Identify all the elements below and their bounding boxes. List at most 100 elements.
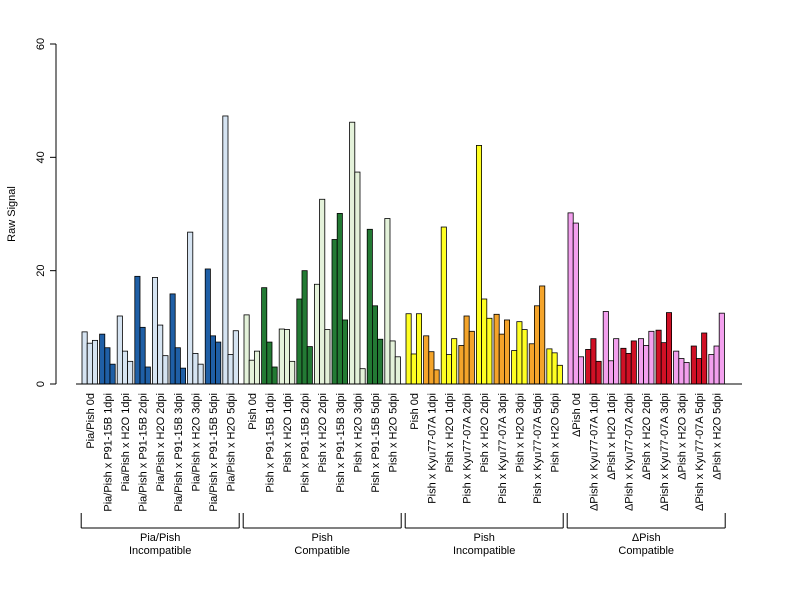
bar [253, 350, 260, 385]
category-label: ΔPish x H2O 1dpi [606, 393, 618, 480]
bar [187, 231, 194, 385]
category-label: Pish x H2O 2dpi [479, 393, 491, 472]
bar [638, 338, 645, 385]
bar [602, 311, 609, 385]
bar [463, 315, 470, 385]
bar [359, 368, 366, 385]
category-label: ΔPish 0d [571, 393, 583, 437]
bar [209, 335, 216, 385]
bar [92, 339, 99, 385]
group-sublabel: Compatible [294, 545, 350, 557]
category-label: Pish x Kyu77-07A 5dpi [532, 393, 544, 504]
bar [81, 331, 88, 385]
bar [271, 366, 278, 385]
category-label: ΔPish x H2O 2dpi [641, 393, 653, 480]
group-label: Pish [473, 532, 494, 544]
bar [493, 313, 500, 385]
bar [625, 352, 632, 385]
bar [690, 345, 697, 385]
category-label: Pish x H2O 1dpi [282, 393, 294, 472]
category-label: Pia/Pish x H2O 2dpi [155, 393, 167, 491]
category-label: Pish x H2O 5dpi [388, 393, 400, 472]
bar [613, 338, 620, 385]
bar [109, 363, 116, 385]
bar [278, 328, 285, 385]
bar [104, 347, 111, 385]
category-label: ΔPish x H2O 3dpi [676, 393, 688, 480]
bar [516, 321, 523, 385]
category-label: Pish x P91-15B 1dpi [264, 393, 276, 493]
category-label: Pish 0d [409, 393, 421, 430]
y-tick-label: 20 [35, 265, 47, 277]
bar [620, 347, 627, 385]
bar [139, 326, 146, 385]
bar [324, 329, 331, 385]
category-label: Pish x Kyu77-07A 3dpi [497, 393, 509, 504]
bar [331, 239, 338, 385]
bar [261, 287, 268, 385]
category-label: Pish 0d [247, 393, 259, 430]
bar [534, 305, 541, 385]
y-axis-title: Raw Signal [6, 186, 18, 242]
bar [319, 198, 326, 385]
bar [648, 330, 655, 385]
bar [660, 342, 667, 385]
group-label: Pia/Pish [140, 532, 180, 544]
category-label: Pia/Pish 0d [85, 393, 97, 449]
category-label: Pish x P91-15B 2dpi [300, 393, 312, 493]
bar [458, 345, 465, 385]
bar [349, 121, 356, 385]
bar [475, 145, 482, 385]
group-label: Pish [311, 532, 332, 544]
category-label: Pia/Pish x P91-15B 2dpi [138, 393, 150, 512]
bar [313, 283, 320, 385]
bar [445, 354, 452, 385]
bar [283, 329, 290, 385]
bar [678, 358, 685, 385]
category-label: Pia/Pish x P91-15B 1dpi [102, 393, 114, 512]
group-sublabel: Incompatible [453, 545, 515, 557]
bar [174, 347, 181, 385]
bar [243, 314, 250, 385]
bar [630, 340, 637, 385]
bar [215, 341, 222, 385]
bar [336, 213, 343, 385]
category-label: Pish x P91-15B 5dpi [370, 393, 382, 493]
bar [410, 353, 417, 385]
bar [204, 268, 211, 385]
category-label: Pia/Pish x P91-15B 3dpi [173, 393, 185, 512]
bar [643, 345, 650, 385]
category-labels: Pia/Pish 0d Pia/Pish x P91-15B 1dpi Pia/Pi… [85, 393, 724, 512]
bar [696, 358, 703, 385]
bar [99, 333, 106, 385]
bar [701, 332, 708, 385]
y-tick-label: 40 [35, 151, 47, 163]
bar [227, 354, 234, 385]
bar [683, 362, 690, 385]
bar [713, 345, 720, 385]
category-label: Pia/Pish x H2O 1dpi [120, 393, 132, 491]
bar [169, 293, 176, 385]
bar [127, 360, 134, 385]
bars [81, 115, 725, 385]
category-label: Pish x H2O 3dpi [352, 393, 364, 472]
bar [666, 312, 673, 385]
bar [718, 312, 725, 385]
bar [116, 315, 123, 385]
category-label: ΔPish x H2O 5dpi [712, 393, 724, 480]
bar [590, 338, 597, 385]
category-label: ΔPish x Kyu77-07A 2dpi [624, 393, 636, 511]
bar [122, 350, 129, 385]
bar [655, 329, 662, 385]
bar [377, 338, 384, 385]
bar [266, 341, 273, 385]
category-label: ΔPish x Kyu77-07A 3dpi [659, 393, 671, 511]
bar [708, 354, 715, 385]
bar [232, 330, 239, 385]
bar [301, 270, 308, 385]
category-label: Pish x H2O 2dpi [317, 393, 329, 472]
bar [151, 277, 158, 385]
bar [384, 218, 391, 385]
bar [451, 338, 458, 385]
